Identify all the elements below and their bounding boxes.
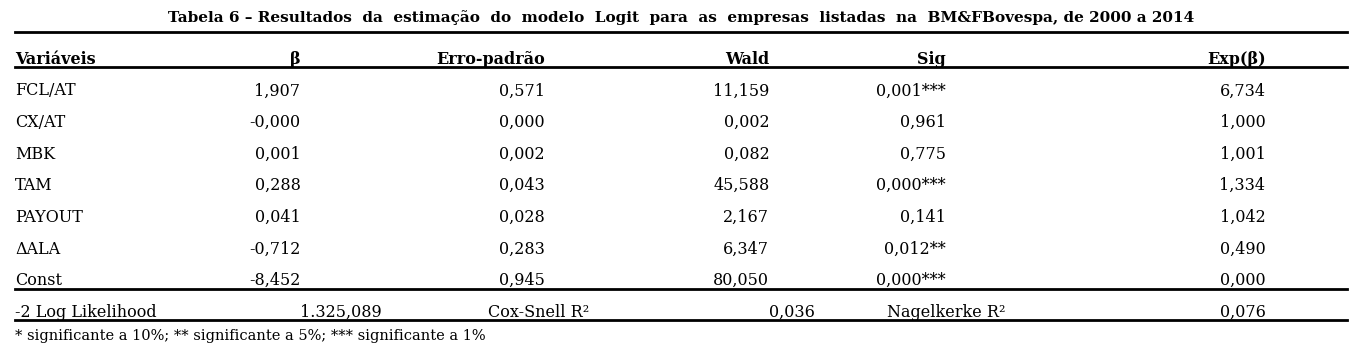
- Text: 0,012**: 0,012**: [884, 240, 947, 257]
- Text: 0,775: 0,775: [900, 146, 947, 163]
- Text: 6,347: 6,347: [723, 240, 770, 257]
- Text: 0,002: 0,002: [723, 114, 770, 131]
- Text: Erro-padrão: Erro-padrão: [436, 51, 545, 68]
- Text: 0,076: 0,076: [1219, 304, 1265, 321]
- Text: 6,734: 6,734: [1219, 82, 1265, 99]
- Text: MBK: MBK: [15, 146, 54, 163]
- Text: 1.325,089: 1.325,089: [301, 304, 383, 321]
- Text: Const: Const: [15, 272, 63, 289]
- Text: 2,167: 2,167: [723, 209, 770, 226]
- Text: -0,712: -0,712: [249, 240, 301, 257]
- Text: 0,041: 0,041: [255, 209, 301, 226]
- Text: 0,490: 0,490: [1220, 240, 1265, 257]
- Text: 0,001: 0,001: [255, 146, 301, 163]
- Text: 0,000: 0,000: [1220, 272, 1265, 289]
- Text: 0,961: 0,961: [900, 114, 947, 131]
- Text: PAYOUT: PAYOUT: [15, 209, 83, 226]
- Text: ΔALA: ΔALA: [15, 240, 60, 257]
- Text: 1,042: 1,042: [1220, 209, 1265, 226]
- Text: 0,000: 0,000: [500, 114, 545, 131]
- Text: 0,043: 0,043: [500, 177, 545, 194]
- Text: Exp(β): Exp(β): [1207, 51, 1265, 68]
- Text: -0,000: -0,000: [249, 114, 301, 131]
- Text: Tabela 6 – Resultados  da  estimação  do  modelo  Logit  para  as  empresas  lis: Tabela 6 – Resultados da estimação do mo…: [168, 10, 1194, 25]
- Text: FCL/AT: FCL/AT: [15, 82, 76, 99]
- Text: 0,945: 0,945: [500, 272, 545, 289]
- Text: Nagelkerke R²: Nagelkerke R²: [887, 304, 1005, 321]
- Text: 80,050: 80,050: [714, 272, 770, 289]
- Text: 0,283: 0,283: [500, 240, 545, 257]
- Text: 1,334: 1,334: [1219, 177, 1265, 194]
- Text: 0,002: 0,002: [500, 146, 545, 163]
- Text: 0,028: 0,028: [500, 209, 545, 226]
- Text: 45,588: 45,588: [714, 177, 770, 194]
- Text: 1,001: 1,001: [1219, 146, 1265, 163]
- Text: 0,571: 0,571: [498, 82, 545, 99]
- Text: 0,036: 0,036: [770, 304, 816, 321]
- Text: 0,082: 0,082: [723, 146, 770, 163]
- Text: Variáveis: Variáveis: [15, 51, 95, 68]
- Text: -2 Log Likelihood: -2 Log Likelihood: [15, 304, 157, 321]
- Text: 0,001***: 0,001***: [876, 82, 947, 99]
- Text: 1,000: 1,000: [1220, 114, 1265, 131]
- Text: Sig: Sig: [917, 51, 947, 68]
- Text: * significante a 10%; ** significante a 5%; *** significante a 1%: * significante a 10%; ** significante a …: [15, 329, 486, 343]
- Text: 0,000***: 0,000***: [876, 272, 947, 289]
- Text: 11,159: 11,159: [712, 82, 770, 99]
- Text: Wald: Wald: [725, 51, 770, 68]
- Text: 1,907: 1,907: [255, 82, 301, 99]
- Text: 0,141: 0,141: [900, 209, 947, 226]
- Text: CX/AT: CX/AT: [15, 114, 65, 131]
- Text: Cox-Snell R²: Cox-Snell R²: [488, 304, 588, 321]
- Text: -8,452: -8,452: [249, 272, 301, 289]
- Text: 0,000***: 0,000***: [876, 177, 947, 194]
- Text: TAM: TAM: [15, 177, 53, 194]
- Text: 0,288: 0,288: [255, 177, 301, 194]
- Text: β: β: [290, 51, 301, 68]
